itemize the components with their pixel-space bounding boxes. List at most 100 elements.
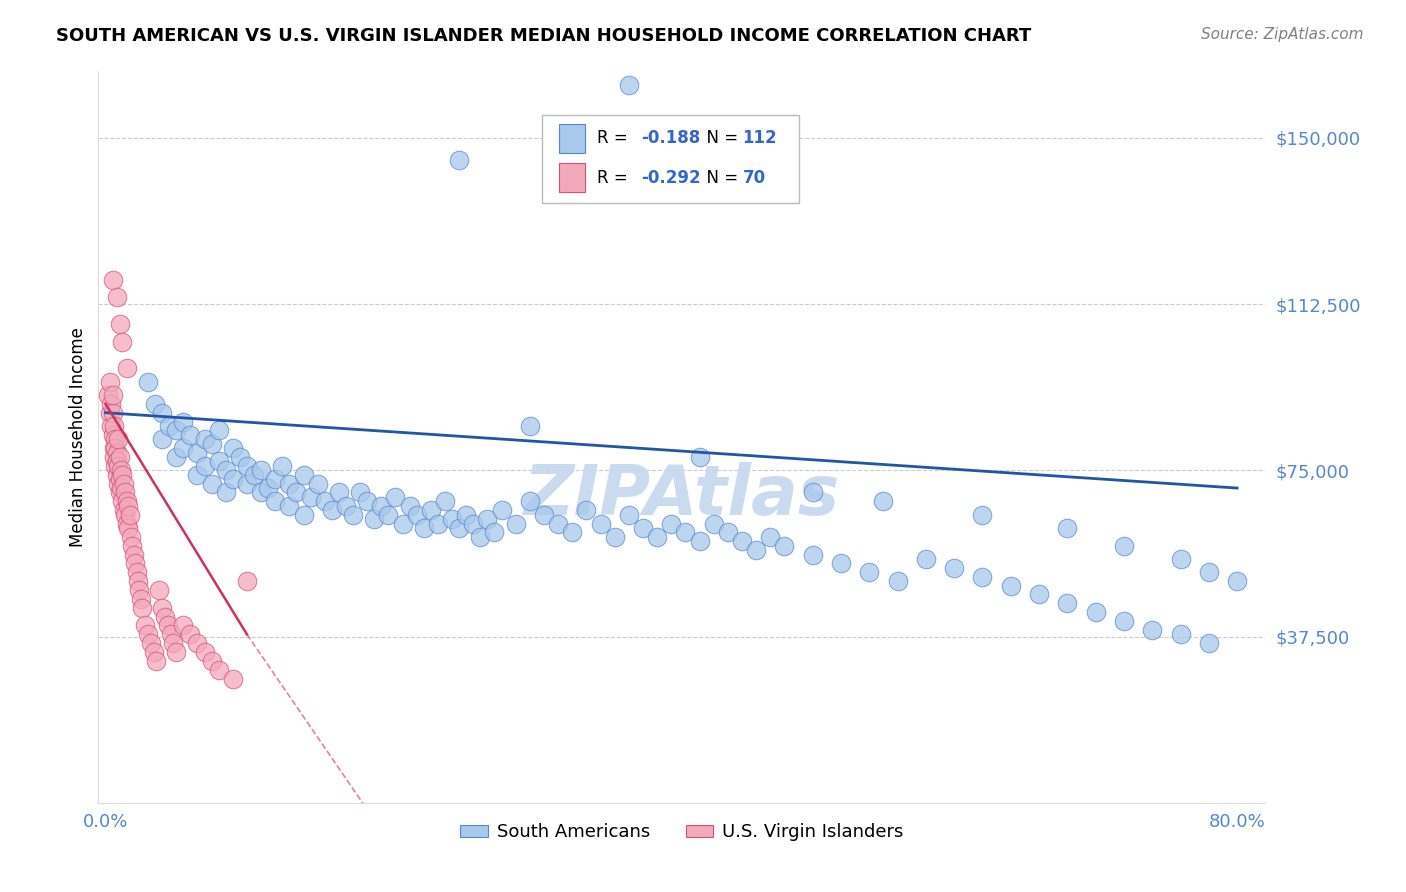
Point — [801, 548, 824, 562]
Point — [328, 485, 350, 500]
Point — [127, 574, 149, 589]
Point — [136, 375, 159, 389]
Point — [107, 458, 129, 473]
Point — [159, 627, 181, 641]
Point — [136, 627, 159, 641]
Text: ZIPAtlas: ZIPAtlas — [524, 462, 839, 529]
Point — [112, 476, 135, 491]
FancyBboxPatch shape — [560, 124, 585, 153]
Point — [122, 548, 145, 562]
Point — [659, 516, 682, 531]
Point — [108, 317, 131, 331]
Point — [631, 521, 654, 535]
Point — [105, 454, 128, 468]
Point — [830, 557, 852, 571]
Point — [398, 499, 420, 513]
FancyBboxPatch shape — [541, 115, 799, 203]
Point — [689, 534, 711, 549]
Text: SOUTH AMERICAN VS U.S. VIRGIN ISLANDER MEDIAN HOUSEHOLD INCOME CORRELATION CHART: SOUTH AMERICAN VS U.S. VIRGIN ISLANDER M… — [56, 27, 1032, 45]
Point — [463, 516, 485, 531]
Point — [484, 525, 506, 540]
Point — [1142, 623, 1164, 637]
Point — [128, 582, 150, 597]
Point — [215, 463, 238, 477]
Point — [153, 609, 176, 624]
Point — [470, 530, 492, 544]
Point — [208, 424, 231, 438]
Point — [717, 525, 740, 540]
Text: -0.188: -0.188 — [641, 129, 700, 147]
Point — [179, 627, 201, 641]
Point — [179, 428, 201, 442]
Point — [236, 458, 259, 473]
Point — [107, 476, 129, 491]
Point — [186, 636, 208, 650]
Point — [110, 481, 132, 495]
Point — [193, 458, 215, 473]
Point — [121, 539, 143, 553]
Point — [98, 375, 121, 389]
Point — [278, 476, 301, 491]
Point — [110, 463, 132, 477]
Point — [441, 512, 464, 526]
Point — [100, 397, 122, 411]
Point — [972, 508, 994, 522]
Point — [120, 530, 142, 544]
Point — [271, 458, 294, 473]
Point — [104, 432, 127, 446]
Point — [108, 485, 131, 500]
Point — [547, 516, 569, 531]
Point — [105, 467, 128, 482]
Point — [456, 508, 478, 522]
Point — [886, 574, 908, 589]
Point — [115, 361, 138, 376]
Point — [972, 570, 994, 584]
Point — [745, 543, 768, 558]
Point — [1170, 627, 1192, 641]
Point — [139, 636, 162, 650]
Point — [108, 472, 131, 486]
Point — [342, 508, 364, 522]
Point — [278, 499, 301, 513]
Point — [433, 494, 456, 508]
Point — [118, 508, 141, 522]
Point — [349, 485, 371, 500]
Point — [200, 476, 222, 491]
Point — [1112, 539, 1135, 553]
Point — [405, 508, 427, 522]
Point — [617, 78, 640, 92]
Point — [257, 481, 280, 495]
Point — [943, 561, 966, 575]
Point — [321, 503, 343, 517]
Point — [156, 618, 179, 632]
Point — [215, 485, 238, 500]
Point — [292, 467, 315, 482]
Point — [858, 566, 880, 580]
Point — [134, 618, 156, 632]
Point — [363, 512, 385, 526]
Text: R =: R = — [596, 129, 633, 147]
Point — [104, 458, 127, 473]
Point — [112, 503, 135, 517]
Point — [107, 432, 129, 446]
Point — [103, 450, 125, 464]
Point — [533, 508, 555, 522]
Point — [108, 450, 131, 464]
Point — [162, 636, 184, 650]
Text: N =: N = — [696, 169, 744, 186]
Point — [264, 494, 287, 508]
Point — [801, 485, 824, 500]
Point — [603, 530, 626, 544]
Point — [105, 290, 128, 304]
Point — [193, 432, 215, 446]
Point — [165, 424, 187, 438]
Point — [1170, 552, 1192, 566]
Point — [131, 600, 153, 615]
Point — [561, 525, 583, 540]
Point — [264, 472, 287, 486]
Point — [1000, 578, 1022, 592]
Legend: South Americans, U.S. Virgin Islanders: South Americans, U.S. Virgin Islanders — [453, 816, 911, 848]
Text: 70: 70 — [742, 169, 766, 186]
Point — [148, 582, 170, 597]
Point — [111, 494, 134, 508]
